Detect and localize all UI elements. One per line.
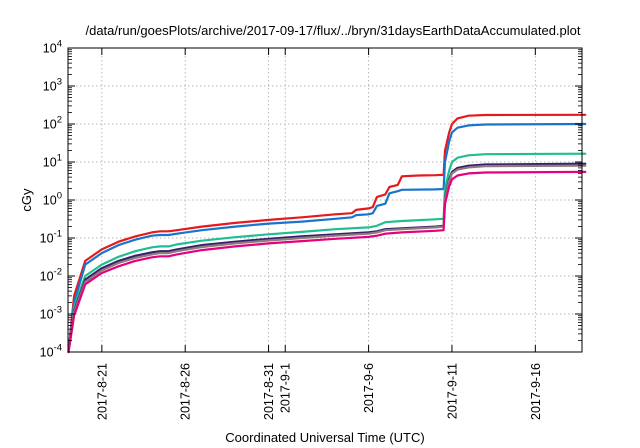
x-tick-label: 2017-8-31 — [262, 363, 276, 420]
series-line — [67, 113, 587, 354]
y-tick-labels: 10-4 10-3 10-2 10-1 100 101 102 103 104 — [40, 39, 62, 360]
x-axis-label: Coordinated Universal Time (UTC) — [225, 430, 424, 445]
series-line — [67, 152, 587, 354]
x-tick-label: 2017-9-11 — [445, 363, 459, 419]
x-tick-label: 2017-8-21 — [95, 363, 109, 420]
x-tick-labels: 2017-8-21 2017-8-26 2017-8-31 2017-9-1 2017-… — [95, 363, 542, 420]
y-tick-label: 103 — [43, 77, 62, 94]
y-tick-label: 100 — [43, 191, 62, 208]
chart-title: /data/run/goesPlots/archive/2017-09-17/f… — [85, 23, 580, 38]
x-tick-label: 2017-8-26 — [179, 363, 193, 420]
y-tick-label: 104 — [43, 39, 62, 56]
series-line — [67, 164, 587, 354]
y-tick-label: 10-1 — [40, 229, 62, 246]
y-axis-label: cGy — [19, 188, 34, 212]
series-line — [67, 170, 587, 354]
series-line — [67, 122, 587, 354]
y-tick-label: 10-3 — [40, 305, 62, 322]
x-tick-label: 2017-9-1 — [279, 363, 293, 413]
series-lines — [67, 113, 587, 354]
y-tick-label: 101 — [43, 153, 62, 170]
y-tick-label: 10-4 — [40, 343, 62, 360]
y-tick-label: 102 — [43, 115, 62, 132]
x-tick-label: 2017-9-16 — [529, 363, 543, 420]
grid — [68, 48, 582, 352]
x-tick-label: 2017-9-6 — [362, 363, 376, 413]
axis-ticks — [68, 47, 582, 353]
y-tick-label: 10-2 — [40, 267, 62, 284]
